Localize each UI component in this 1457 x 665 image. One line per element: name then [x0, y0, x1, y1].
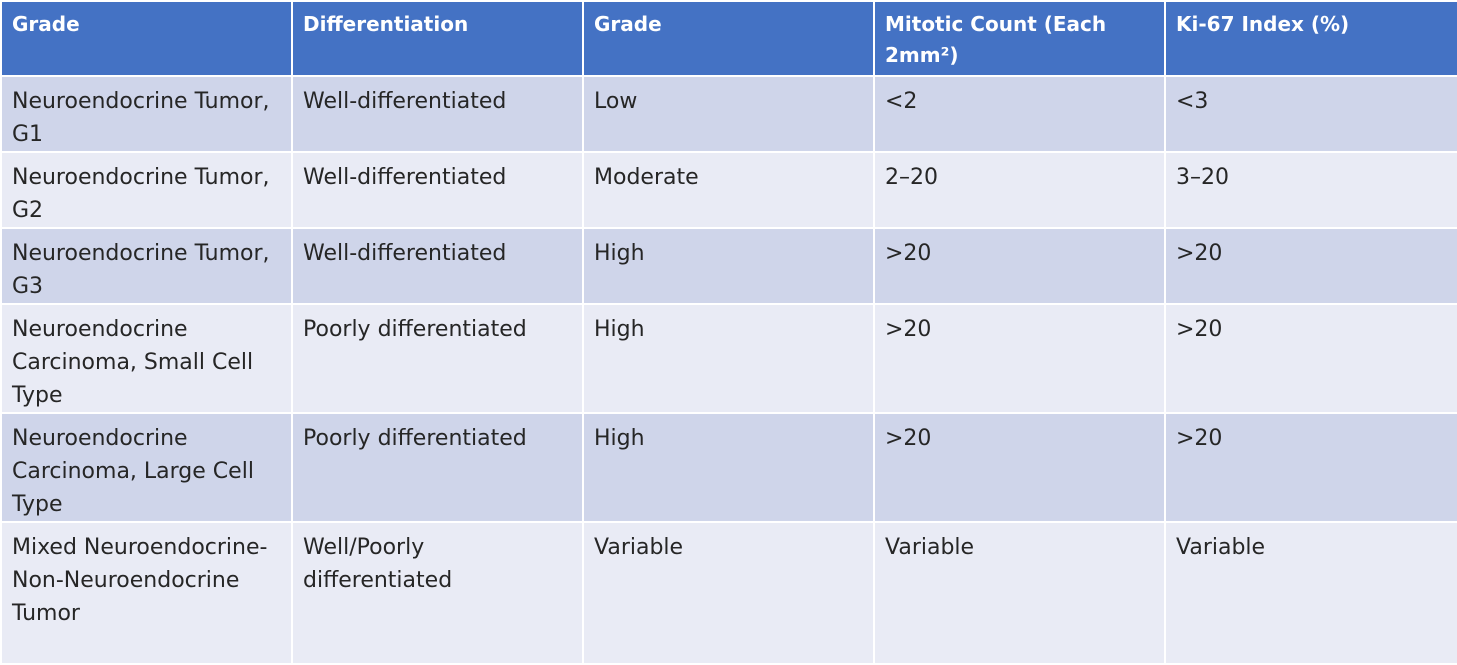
cell-mitotic-count: <2 [873, 75, 1166, 153]
table-row: Neuroendocrine Tumor, G3 Well-differenti… [0, 227, 1457, 305]
cell-mitotic-count: Variable [873, 521, 1166, 665]
cell-grade-classification: Neuroendocrine Tumor, G1 [0, 75, 293, 153]
table-row: Neuroendocrine Carcinoma, Small Cell Typ… [0, 303, 1457, 414]
cell-grade-level: Low [582, 75, 875, 153]
cell-grade-level: Moderate [582, 151, 875, 229]
cell-grade-classification: Neuroendocrine Tumor, G3 [0, 227, 293, 305]
cell-grade-level: High [582, 227, 875, 305]
cell-grade-classification: Neuroendocrine Carcinoma, Small Cell Typ… [0, 303, 293, 414]
header-row: Grade Differentiation Grade Mitotic Coun… [0, 0, 1457, 77]
cell-ki67-index: >20 [1164, 227, 1457, 305]
header-grade-level: Grade [582, 0, 875, 77]
table-row: Mixed Neuroendocrine-Non-Neuroendocrine … [0, 521, 1457, 665]
cell-ki67-index: Variable [1164, 521, 1457, 665]
cell-ki67-index: <3 [1164, 75, 1457, 153]
cell-mitotic-count: >20 [873, 227, 1166, 305]
cell-mitotic-count: >20 [873, 303, 1166, 414]
cell-differentiation: Well-differentiated [291, 151, 584, 229]
cell-differentiation: Poorly differentiated [291, 412, 584, 523]
cell-differentiation: Well-differentiated [291, 75, 584, 153]
header-ki67-index: Ki-67 Index (%) [1164, 0, 1457, 77]
table-row: Neuroendocrine Carcinoma, Large Cell Typ… [0, 412, 1457, 523]
cell-grade-level: High [582, 303, 875, 414]
cell-differentiation: Well/Poorly differentiated [291, 521, 584, 665]
table-row: Neuroendocrine Tumor, G1 Well-differenti… [0, 75, 1457, 153]
header-mitotic-count: Mitotic Count (Each 2mm²) [873, 0, 1166, 77]
table-row: Neuroendocrine Tumor, G2 Well-differenti… [0, 151, 1457, 229]
header-differentiation: Differentiation [291, 0, 584, 77]
cell-grade-classification: Neuroendocrine Tumor, G2 [0, 151, 293, 229]
header-grade-classification: Grade [0, 0, 293, 77]
cell-grade-level: Variable [582, 521, 875, 665]
cell-mitotic-count: >20 [873, 412, 1166, 523]
cell-mitotic-count: 2–20 [873, 151, 1166, 229]
cell-grade-classification: Neuroendocrine Carcinoma, Large Cell Typ… [0, 412, 293, 523]
cell-ki67-index: 3–20 [1164, 151, 1457, 229]
cell-grade-level: High [582, 412, 875, 523]
cell-differentiation: Well-differentiated [291, 227, 584, 305]
cell-differentiation: Poorly differentiated [291, 303, 584, 414]
cell-ki67-index: >20 [1164, 412, 1457, 523]
cell-ki67-index: >20 [1164, 303, 1457, 414]
cell-grade-classification: Mixed Neuroendocrine-Non-Neuroendocrine … [0, 521, 293, 665]
